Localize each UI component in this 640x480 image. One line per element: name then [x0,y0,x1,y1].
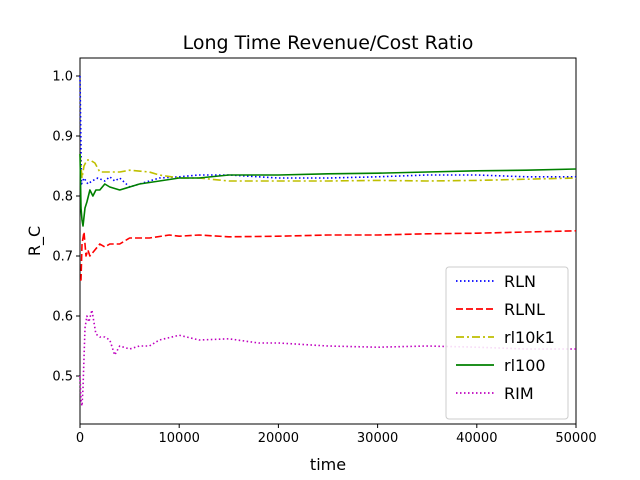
plot-area [79,57,577,425]
x-tick-label: 30000 [357,431,398,446]
series-line-rim [79,309,576,407]
legend-label: RLN [504,272,536,291]
x-tick-label: 20000 [258,431,299,446]
series-line-rl10k1 [79,153,577,182]
y-tick-label: 0.9 [52,130,73,145]
legend-label: rl100 [504,356,546,375]
series-line-rln [79,75,576,188]
series-line-rl100 [79,153,577,227]
y-tick-label: 0.8 [52,190,73,205]
series-lines [79,75,577,407]
y-tick-label: 0.5 [52,370,73,385]
x-tick-label: 50000 [555,431,596,446]
x-axis-ticks: 0 10000 20000 30000 40000 50000 [76,424,597,446]
y-axis-ticks: 0.5 0.6 0.7 0.8 0.9 1.0 [52,70,80,385]
legend: RLN RLNL rl10k1 rl100 RIM [445,266,569,420]
legend-label: rl10k1 [504,328,555,347]
x-axis-label: time [310,455,346,474]
x-tick-label: 10000 [159,431,200,446]
legend-label: RIM [504,384,534,403]
chart-title: Long Time Revenue/Cost Ratio [183,32,474,54]
y-axis-label: R_C [25,226,45,256]
series-line-rlnl [80,230,577,281]
legend-label: RLNL [504,300,545,319]
y-tick-label: 0.6 [52,310,73,325]
y-tick-label: 0.7 [52,250,73,265]
x-tick-label: 40000 [456,431,497,446]
y-tick-label: 1.0 [52,70,73,85]
x-tick-label: 0 [76,431,84,446]
legend-box [445,266,569,420]
